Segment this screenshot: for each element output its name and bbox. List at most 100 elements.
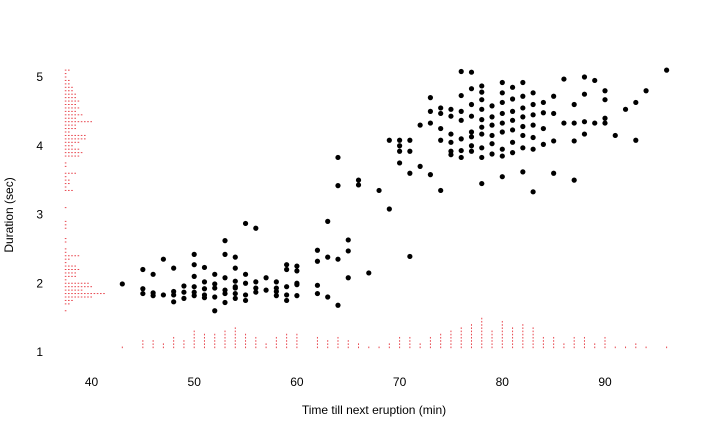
x-marginal-dot <box>512 333 514 336</box>
data-point <box>325 294 331 300</box>
data-point <box>314 282 321 288</box>
x-marginal-dot <box>234 343 236 345</box>
y-marginal-dot <box>67 86 70 88</box>
y-marginal-dot <box>74 269 76 270</box>
y-tick-label: 3 <box>36 208 43 222</box>
data-point <box>140 286 146 292</box>
data-point <box>540 110 546 116</box>
x-marginal-dot <box>573 336 575 339</box>
data-point <box>345 275 351 281</box>
data-point <box>540 125 546 132</box>
x-marginal-dot <box>296 343 298 345</box>
data-point <box>181 295 187 301</box>
y-marginal-dot <box>71 172 73 174</box>
data-point <box>355 177 362 183</box>
y-marginal-dot <box>64 258 67 260</box>
data-point <box>253 225 259 231</box>
x-marginal-dot <box>234 340 236 342</box>
y-marginal-dot <box>74 114 76 116</box>
data-point <box>581 131 588 137</box>
y-marginal-dot <box>71 141 73 143</box>
data-point <box>201 264 208 271</box>
y-marginal-dot <box>71 100 73 102</box>
data-point <box>499 153 505 159</box>
y-marginal-dot <box>67 90 70 92</box>
x-marginal-dot <box>522 336 524 339</box>
x-marginal-dot <box>193 333 195 336</box>
data-point <box>479 145 485 151</box>
data-point <box>212 308 218 314</box>
y-marginal-dot <box>64 110 67 112</box>
y-marginal-dot <box>90 286 92 288</box>
y-marginal-dot <box>74 107 76 109</box>
y-marginal-dot <box>64 176 67 178</box>
x-marginal-dot <box>152 346 154 349</box>
data-point <box>602 120 608 126</box>
y-marginal-dot <box>64 128 67 130</box>
x-marginal-dot <box>183 346 185 349</box>
data-point <box>489 122 495 128</box>
x-marginal-dot <box>450 336 452 339</box>
x-marginal-dot <box>378 346 380 349</box>
data-point <box>427 108 434 114</box>
x-tick-label: 60 <box>290 375 304 389</box>
data-point <box>520 169 526 175</box>
y-marginal-dot <box>64 289 67 291</box>
data-point <box>222 287 228 293</box>
x-marginal-dot <box>573 343 575 345</box>
x-marginal-dot <box>614 346 616 349</box>
y-marginal-dot <box>71 155 73 157</box>
x-tick-label: 90 <box>598 375 612 389</box>
data-point <box>355 182 362 188</box>
y-tick-label: 1 <box>36 345 43 359</box>
x-marginal-dot <box>501 346 503 349</box>
x-marginal-dot <box>429 336 431 339</box>
x-marginal-dot <box>419 343 421 345</box>
x-marginal-dot <box>152 340 154 342</box>
y-marginal-dot <box>83 282 86 284</box>
x-marginal-dot <box>512 327 514 329</box>
x-marginal-dot <box>173 346 175 349</box>
y-marginal-dot <box>67 303 70 305</box>
y-marginal-dot <box>71 148 73 150</box>
x-marginal-dot <box>358 343 360 345</box>
x-marginal-dot <box>583 340 585 342</box>
y-marginal-dot <box>67 152 70 154</box>
data-point <box>171 288 177 295</box>
y-marginal-dot <box>74 134 76 136</box>
y-marginal-dot <box>67 265 70 267</box>
x-marginal-dot <box>234 333 236 336</box>
x-marginal-dot <box>193 330 195 333</box>
x-marginal-dot <box>583 336 585 339</box>
x-marginal-dot <box>173 340 175 342</box>
data-point <box>181 283 187 289</box>
x-marginal-dot <box>501 330 503 333</box>
x-marginal-dot <box>429 346 431 349</box>
y-marginal-dot <box>64 134 67 136</box>
y-marginal-dot <box>74 121 76 123</box>
y-marginal-dot <box>67 258 70 260</box>
y-marginal-dot <box>77 134 80 136</box>
data-point <box>253 279 259 285</box>
x-marginal-dot <box>450 346 452 349</box>
x-marginal-dot <box>214 333 216 336</box>
data-point <box>386 206 392 212</box>
y-marginal-dot <box>71 296 73 298</box>
y-marginal-dot <box>64 138 67 140</box>
data-point <box>242 292 249 298</box>
data-point <box>284 297 290 304</box>
y-marginal-dot <box>64 79 67 81</box>
x-marginal-dot <box>512 336 514 339</box>
x-marginal-dot <box>594 343 596 345</box>
x-marginal-dot <box>440 343 442 345</box>
x-marginal-dot <box>234 336 236 339</box>
data-point <box>171 299 177 305</box>
data-point <box>284 266 290 273</box>
y-marginal-dot <box>87 293 89 295</box>
x-marginal-dot <box>542 346 544 349</box>
data-point <box>551 170 557 176</box>
x-axis-label: Time till next eruption (min) <box>302 403 446 417</box>
x-marginal-dot <box>399 343 401 345</box>
x-marginal-dot <box>245 336 247 339</box>
